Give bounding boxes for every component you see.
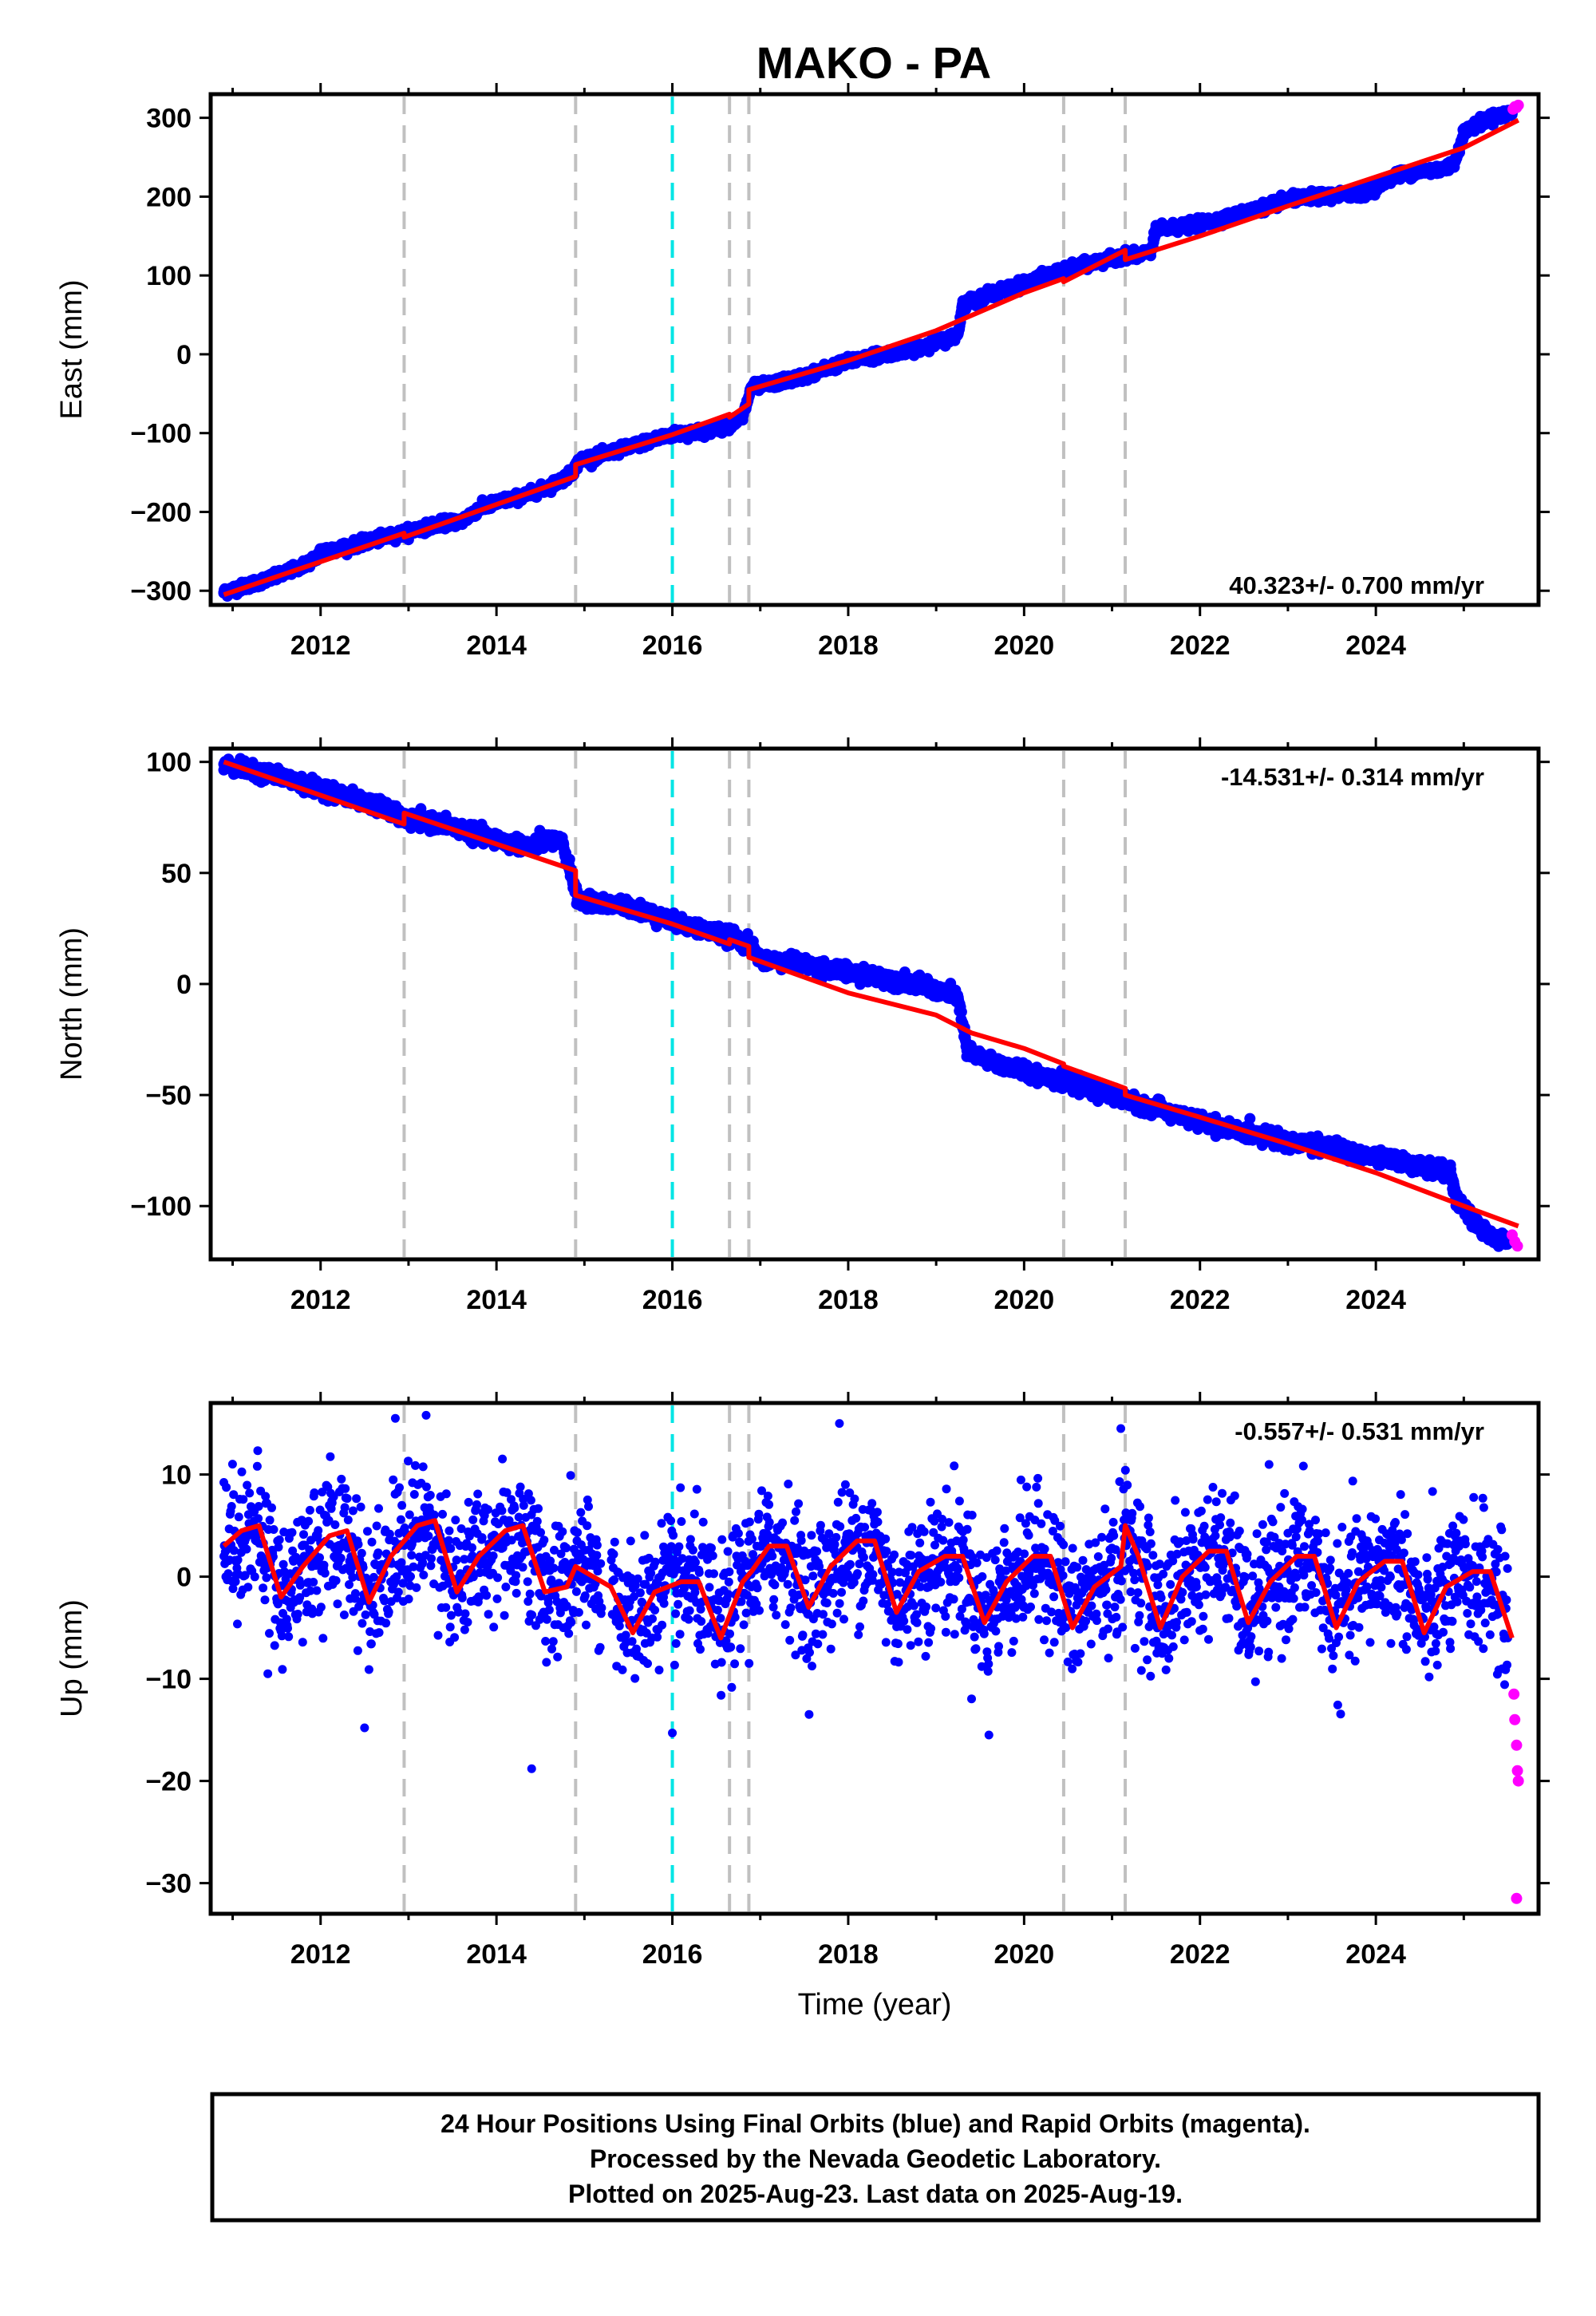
- final-orbit-point: [563, 853, 575, 865]
- final-orbit-point: [1057, 265, 1069, 277]
- final-orbit-point: [922, 339, 934, 351]
- rapid-orbit-point: [1512, 99, 1524, 111]
- final-orbit-point: [983, 288, 995, 300]
- y-tick-label: 200: [146, 182, 192, 212]
- y-tick-label: −100: [130, 419, 192, 449]
- chart-title: MAKO - PA: [757, 38, 992, 88]
- north-panel: 2012 2014 2016 2018 2020 2022 2024−100−5005010…: [55, 737, 1550, 1315]
- final-orbit-point: [719, 421, 731, 433]
- final-orbit-point: [952, 328, 964, 340]
- plot-area: [218, 99, 1524, 602]
- final-orbit-point: [737, 411, 749, 423]
- final-orbit-point: [1176, 220, 1188, 232]
- final-orbit-point: [1414, 165, 1426, 177]
- final-orbit-point: [1036, 271, 1048, 283]
- x-tick-label: 2014: [466, 630, 527, 661]
- x-tick-label: 2016: [642, 630, 703, 661]
- final-orbit-point: [939, 334, 951, 346]
- x-tick-label: 2012: [290, 630, 351, 661]
- final-orbit-point: [1449, 156, 1461, 168]
- rate-label: 40.323+/- 0.700 mm/yr: [1229, 571, 1484, 599]
- y-tick-label: −300: [130, 576, 192, 607]
- final-orbit-point: [1255, 202, 1267, 214]
- rapid-orbit-dots: [1507, 99, 1524, 115]
- final-orbit-point: [1458, 126, 1470, 138]
- final-orbit-point: [1229, 210, 1241, 222]
- final-orbit-point: [1009, 280, 1021, 292]
- final-orbit-point: [1484, 112, 1496, 124]
- plot-area: [218, 753, 1523, 1252]
- final-orbit-point: [1282, 194, 1294, 206]
- final-orbit-point: [314, 545, 326, 557]
- final-orbit-dots: [218, 753, 1514, 1252]
- y-axis-label: East (mm): [55, 279, 89, 419]
- model-line: [223, 117, 1520, 598]
- x-tick-label: 2018: [818, 630, 879, 661]
- final-orbit-point: [1440, 162, 1452, 174]
- y-tick-label: −200: [130, 497, 192, 528]
- y-tick-label: 100: [146, 261, 192, 291]
- final-orbit-point: [1203, 216, 1215, 227]
- final-orbit-point: [1150, 223, 1162, 235]
- plot-frame: [208, 92, 1541, 607]
- final-orbit-point: [957, 298, 969, 310]
- x-tick-label: 2020: [994, 630, 1055, 661]
- x-tick-label: 2024: [1345, 630, 1406, 661]
- y-tick-label: 0: [176, 340, 192, 370]
- final-orbit-point: [904, 344, 916, 355]
- y-tick-label: 300: [146, 104, 192, 134]
- final-orbit-point: [1361, 186, 1373, 198]
- east-panel: 2012 2014 2016 2018 2020 2022 2024 −300 −200 −100…: [55, 83, 1550, 661]
- final-orbit-point: [1335, 189, 1347, 201]
- x-tick-label: 2022: [1170, 630, 1231, 661]
